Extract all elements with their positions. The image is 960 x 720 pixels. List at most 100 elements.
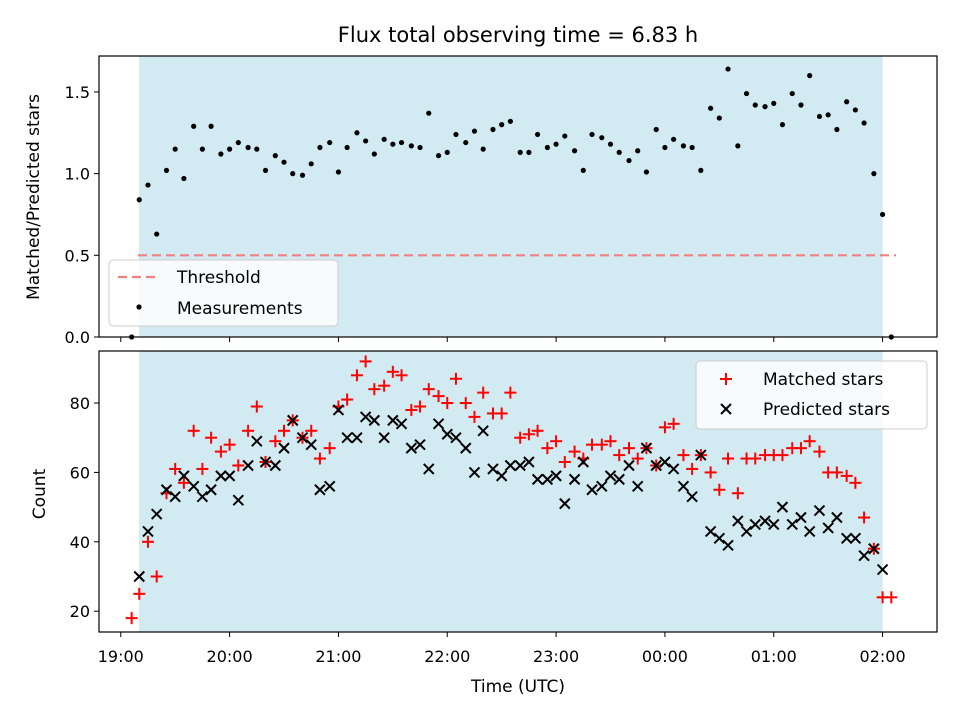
measurement-point xyxy=(517,149,523,155)
predicted-star-point xyxy=(287,414,299,427)
measurement-point xyxy=(426,110,432,116)
measurement-point xyxy=(834,126,840,133)
measurement-point xyxy=(262,167,269,173)
predicted-star-point xyxy=(586,484,598,496)
measurement-point xyxy=(589,131,595,138)
measurement-point xyxy=(235,139,241,146)
measurement-point xyxy=(762,104,768,110)
measurement-point xyxy=(371,151,377,157)
predicted-star-point xyxy=(677,480,690,493)
predicted-star-point xyxy=(242,459,254,472)
bottom-panel: 20 40 60 80 19:00 20:00 21:00 22:00 23:00 00:00 0… xyxy=(30,350,938,697)
matched-star-point xyxy=(223,438,236,451)
predicted-star-point xyxy=(840,532,853,545)
matched-star-point xyxy=(368,383,381,396)
predicted-star-point xyxy=(650,459,662,472)
matched-star-point xyxy=(378,379,391,392)
measurement-point xyxy=(580,167,586,173)
measurement-point xyxy=(172,146,178,152)
matched-star-point xyxy=(278,424,291,437)
top-y-tick-label: 1.5 xyxy=(65,83,90,102)
matched-star-point xyxy=(125,612,138,625)
bottom-y-tick-label: 20 xyxy=(70,602,90,621)
legend-measurement-swatch xyxy=(136,304,142,310)
measurement-point xyxy=(199,146,205,152)
matched-star-point xyxy=(858,511,871,524)
top-panel: Flux total observing time = 6.83 h 0.00.… xyxy=(24,23,938,347)
measurement-point xyxy=(218,151,224,157)
matched-star-point xyxy=(141,535,154,548)
measurement-point xyxy=(626,157,632,164)
legend-threshold-label: Threshold xyxy=(176,268,261,288)
matched-star-point xyxy=(422,383,435,396)
matched-star-point xyxy=(187,424,200,437)
measurement-point xyxy=(844,99,850,105)
bottom-x-tick-label: 19:00 xyxy=(98,647,144,666)
matched-star-point xyxy=(830,466,843,479)
matched-star-point xyxy=(177,476,190,489)
top-y-tick-label: 0.0 xyxy=(65,328,90,347)
measurement-point xyxy=(671,136,677,142)
measurement-point xyxy=(643,169,650,175)
predicted-star-point xyxy=(768,518,780,531)
predicted-star-point xyxy=(460,442,472,454)
predicted-star-point xyxy=(749,518,761,531)
chart-title: Flux total observing time = 6.83 h xyxy=(338,23,698,47)
top-x-axis xyxy=(120,337,884,342)
measurement-point xyxy=(689,144,695,151)
matched-star-point xyxy=(449,372,462,385)
matched-star-point xyxy=(613,449,626,462)
predicted-star-point xyxy=(160,484,173,496)
matched-star-point xyxy=(803,435,816,448)
matched-star-point xyxy=(667,417,680,430)
measurement-point xyxy=(435,153,442,159)
predicted-star-point xyxy=(858,549,870,562)
predicted-star-point xyxy=(822,522,834,534)
measurement-point xyxy=(490,126,496,133)
predicted-star-point xyxy=(795,511,807,524)
measurement-point xyxy=(408,143,414,149)
matched-star-point xyxy=(459,397,472,410)
predicted-star-point xyxy=(351,432,363,444)
predicted-star-point xyxy=(813,504,826,517)
measurement-point xyxy=(281,159,287,165)
measurement-point xyxy=(534,131,541,138)
predicted-star-point xyxy=(722,539,734,551)
measurement-point xyxy=(154,231,160,237)
matched-star-point xyxy=(885,591,898,604)
predicted-star-point xyxy=(695,449,707,461)
matched-star-point xyxy=(350,369,363,382)
measurement-point xyxy=(789,90,795,97)
measurement-point xyxy=(562,133,568,139)
bottom-plot-frame xyxy=(98,350,938,633)
measurement-point xyxy=(571,148,578,154)
measurement-point xyxy=(299,172,306,178)
matched-star-point xyxy=(776,449,789,462)
predicted-star-point xyxy=(468,466,481,479)
matched-star-point xyxy=(405,403,418,416)
matched-star-point xyxy=(514,431,527,444)
bottom-x-tick-label: 01:00 xyxy=(751,647,797,666)
matched-star-point xyxy=(813,445,826,458)
predicted-star-point xyxy=(251,435,263,447)
matched-star-point xyxy=(604,435,617,448)
measurement-point xyxy=(544,144,550,151)
measurement-points xyxy=(129,66,894,340)
matched-star-point xyxy=(133,587,146,600)
bottom-legend-box xyxy=(695,360,928,430)
predicted-star-point xyxy=(686,490,698,503)
predicted-star-point xyxy=(523,456,535,468)
predicted-star-point xyxy=(541,473,554,486)
measurement-point xyxy=(335,169,342,175)
predicted-star-point xyxy=(205,484,217,496)
matched-star-point xyxy=(205,431,218,444)
measurement-point xyxy=(798,102,804,108)
measurement-point xyxy=(635,148,641,154)
matched-star-point xyxy=(722,452,735,465)
measurement-point xyxy=(290,171,296,177)
predicted-star-point xyxy=(803,525,816,538)
measurement-point xyxy=(725,66,731,72)
measurement-point xyxy=(807,73,813,79)
predicted-star-point xyxy=(640,442,653,454)
